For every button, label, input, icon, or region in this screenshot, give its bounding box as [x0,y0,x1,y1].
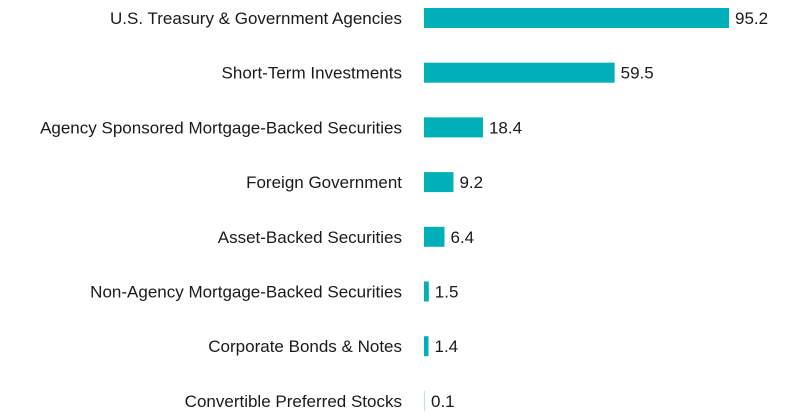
value-label: 59.5 [621,64,654,83]
category-label: Short-Term Investments [222,64,402,83]
bar [424,281,429,302]
bar [424,172,454,193]
value-labels: 95.2 59.5 18.4 9.2 6.4 1.5 1.4 0.1 [431,9,768,411]
category-labels: U.S. Treasury & Government Agencies Short… [40,9,402,411]
bar [424,62,615,83]
value-label: 1.5 [435,283,459,302]
category-label: U.S. Treasury & Government Agencies [110,9,402,28]
value-label: 1.4 [434,337,458,356]
category-label: Agency Sponsored Mortgage-Backed Securit… [40,118,402,137]
category-label: Corporate Bonds & Notes [208,337,402,356]
category-label: Convertible Preferred Stocks [185,392,402,411]
value-label: 0.1 [431,392,455,411]
bar [424,390,425,411]
category-label: Non-Agency Mortgage-Backed Securities [90,283,402,302]
category-label: Foreign Government [246,173,402,192]
value-label: 9.2 [459,173,483,192]
value-label: 6.4 [451,228,475,247]
bar [424,117,483,138]
bar [424,336,429,357]
bar [424,8,729,28]
category-label: Asset-Backed Securities [218,228,402,247]
value-label: 18.4 [489,118,522,137]
bar [424,226,445,247]
value-label: 95.2 [735,9,768,28]
bars [424,8,729,411]
